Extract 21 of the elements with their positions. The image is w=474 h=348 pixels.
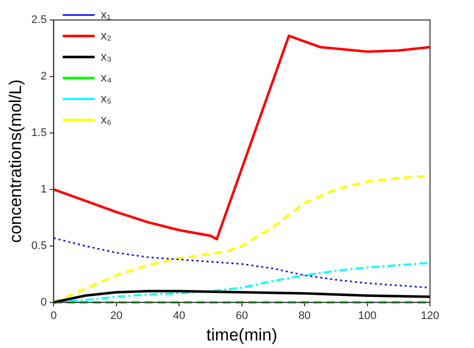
legend-label: x₆: [100, 112, 112, 126]
x-tick-label: 20: [110, 310, 123, 322]
x-tick-label: 120: [420, 310, 440, 322]
y-axis-title: concentrations(mol/L): [6, 79, 25, 243]
x-tick-label: 100: [358, 310, 376, 322]
legend-label: x₁: [100, 7, 111, 22]
y-tick-label: 0: [40, 296, 47, 308]
x-tick-label: 60: [236, 310, 248, 322]
x-axis-title: time(min): [206, 325, 278, 344]
y-tick-label: 1: [40, 183, 47, 196]
x-tick-label: 0: [50, 310, 57, 322]
y-tick-label: 2.5: [31, 14, 47, 26]
legend-label: x₂: [100, 28, 112, 42]
legend-label: x₃: [100, 49, 112, 64]
x-tick-label: 40: [173, 310, 186, 322]
y-tick-label: 0.5: [31, 240, 47, 252]
y-tick-label: 1.5: [31, 126, 47, 139]
legend-label: x₅: [100, 91, 112, 106]
legend-label: x₄: [100, 70, 112, 84]
x-tick-label: 80: [298, 310, 311, 322]
y-tick-label: 2: [40, 70, 47, 83]
